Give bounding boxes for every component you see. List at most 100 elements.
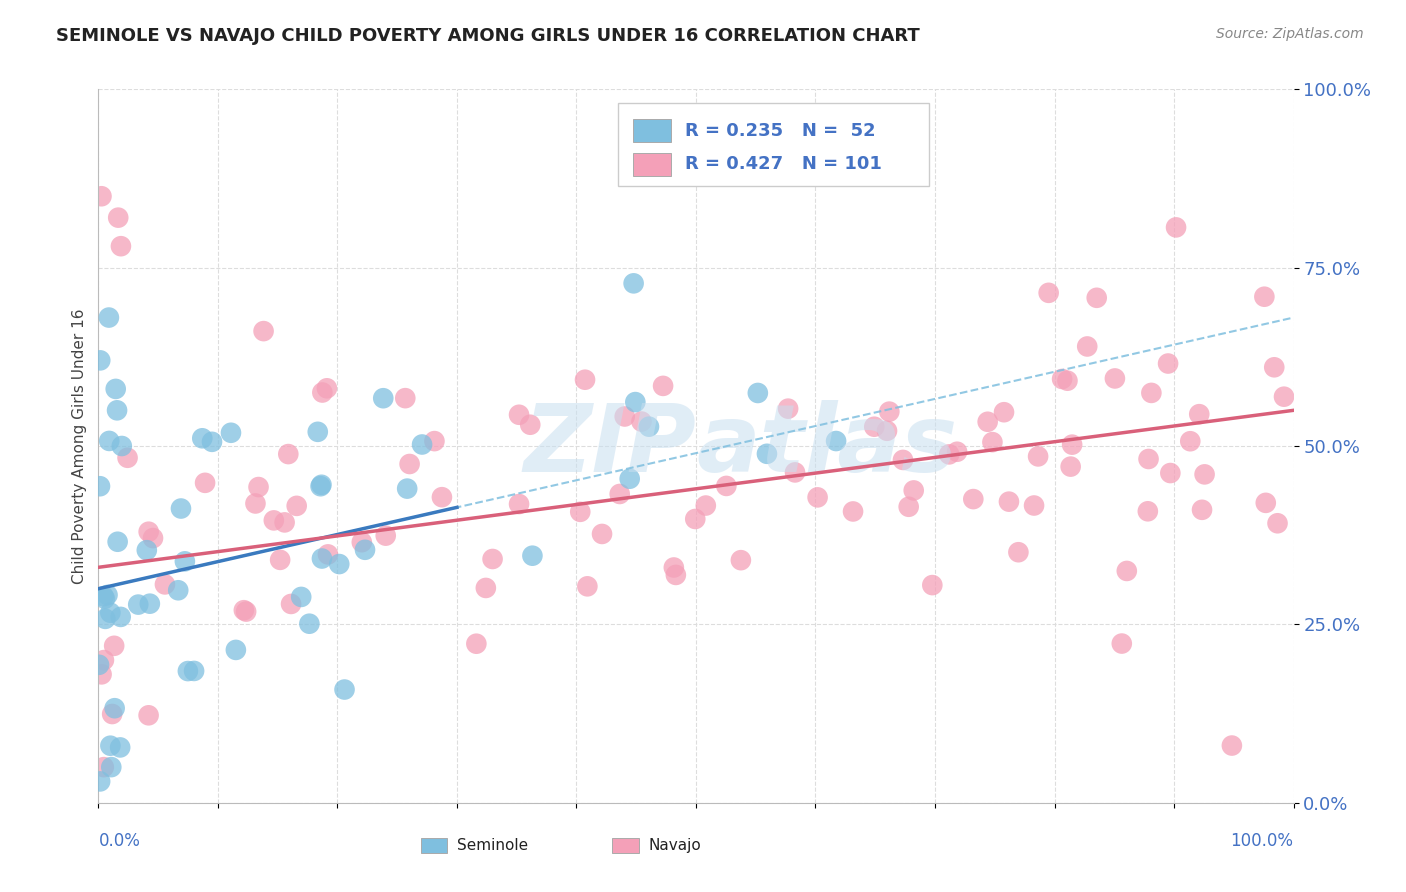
Point bbox=[194, 475, 217, 490]
Point bbox=[101, 706, 124, 721]
Point bbox=[201, 434, 224, 449]
Point bbox=[1188, 407, 1211, 421]
Point bbox=[89, 774, 111, 789]
Text: SEMINOLE VS NAVAJO CHILD POVERTY AMONG GIRLS UNDER 16 CORRELATION CHART: SEMINOLE VS NAVAJO CHILD POVERTY AMONG G… bbox=[56, 27, 920, 45]
Point bbox=[280, 597, 302, 611]
Text: Source: ZipAtlas.com: Source: ZipAtlas.com bbox=[1216, 27, 1364, 41]
Point bbox=[1159, 466, 1181, 480]
Point bbox=[328, 557, 350, 571]
Point bbox=[747, 386, 769, 401]
Point bbox=[662, 560, 685, 574]
Point bbox=[316, 548, 339, 562]
Point bbox=[574, 373, 596, 387]
Point bbox=[1253, 290, 1275, 304]
Point bbox=[430, 490, 453, 504]
Point bbox=[245, 496, 267, 510]
Point bbox=[374, 529, 396, 543]
Point bbox=[903, 483, 925, 498]
Point bbox=[273, 516, 295, 530]
Point bbox=[316, 381, 339, 395]
Point bbox=[778, 401, 800, 416]
Text: 100.0%: 100.0% bbox=[1230, 831, 1294, 849]
Point bbox=[277, 447, 299, 461]
Point bbox=[1263, 360, 1285, 375]
Point bbox=[138, 708, 160, 723]
Point bbox=[423, 434, 446, 449]
Point bbox=[897, 500, 920, 514]
Point bbox=[1007, 545, 1029, 559]
Point bbox=[117, 450, 139, 465]
Point bbox=[1056, 374, 1078, 388]
Point bbox=[783, 466, 806, 480]
Point bbox=[89, 479, 111, 493]
Point bbox=[638, 419, 661, 434]
Point bbox=[298, 616, 321, 631]
Point bbox=[1111, 636, 1133, 650]
Point bbox=[481, 552, 503, 566]
Point bbox=[110, 610, 132, 624]
Point bbox=[108, 740, 131, 755]
Point bbox=[1050, 372, 1073, 386]
Point bbox=[311, 551, 333, 566]
Point bbox=[87, 657, 110, 672]
FancyBboxPatch shape bbox=[613, 838, 638, 854]
Point bbox=[394, 391, 416, 405]
Point bbox=[127, 598, 149, 612]
Point bbox=[167, 583, 190, 598]
Point bbox=[269, 553, 291, 567]
Point bbox=[962, 492, 984, 507]
Point bbox=[1180, 434, 1202, 449]
Point bbox=[104, 382, 127, 396]
Point bbox=[730, 553, 752, 567]
Point bbox=[247, 480, 270, 494]
Point bbox=[652, 379, 675, 393]
Point bbox=[173, 554, 195, 568]
Point bbox=[876, 424, 898, 438]
Point bbox=[465, 637, 488, 651]
Point bbox=[100, 760, 122, 774]
Point bbox=[683, 512, 706, 526]
Point bbox=[93, 589, 115, 603]
Text: R = 0.427   N = 101: R = 0.427 N = 101 bbox=[685, 155, 882, 173]
Point bbox=[993, 405, 1015, 419]
Point bbox=[290, 590, 312, 604]
Point bbox=[619, 472, 641, 486]
Point bbox=[107, 211, 129, 225]
Point bbox=[1140, 385, 1163, 400]
Point bbox=[90, 189, 112, 203]
Point bbox=[1059, 459, 1081, 474]
Y-axis label: Child Poverty Among Girls Under 16: Child Poverty Among Girls Under 16 bbox=[72, 309, 87, 583]
Point bbox=[191, 431, 214, 445]
Point bbox=[110, 239, 132, 253]
Point bbox=[569, 505, 592, 519]
Point bbox=[1022, 499, 1045, 513]
Point bbox=[1026, 450, 1049, 464]
Point bbox=[519, 417, 541, 432]
Point bbox=[716, 479, 738, 493]
Point bbox=[609, 487, 631, 501]
Point bbox=[591, 527, 613, 541]
Point bbox=[842, 504, 865, 518]
Point bbox=[755, 447, 778, 461]
Point bbox=[183, 664, 205, 678]
Point bbox=[1254, 496, 1277, 510]
Point bbox=[1220, 739, 1243, 753]
Text: atlas: atlas bbox=[696, 400, 957, 492]
Point bbox=[879, 404, 901, 418]
Point bbox=[1085, 291, 1108, 305]
Point bbox=[93, 760, 115, 774]
Point bbox=[695, 499, 717, 513]
Point bbox=[94, 612, 117, 626]
Point bbox=[170, 501, 193, 516]
Point bbox=[946, 444, 969, 458]
Point bbox=[142, 531, 165, 545]
Point bbox=[235, 605, 257, 619]
Point bbox=[576, 579, 599, 593]
Point bbox=[138, 524, 160, 539]
Point bbox=[96, 588, 118, 602]
Point bbox=[1038, 285, 1060, 300]
Point bbox=[1104, 371, 1126, 385]
Point bbox=[311, 385, 333, 400]
Point bbox=[508, 497, 530, 511]
Point bbox=[624, 395, 647, 409]
